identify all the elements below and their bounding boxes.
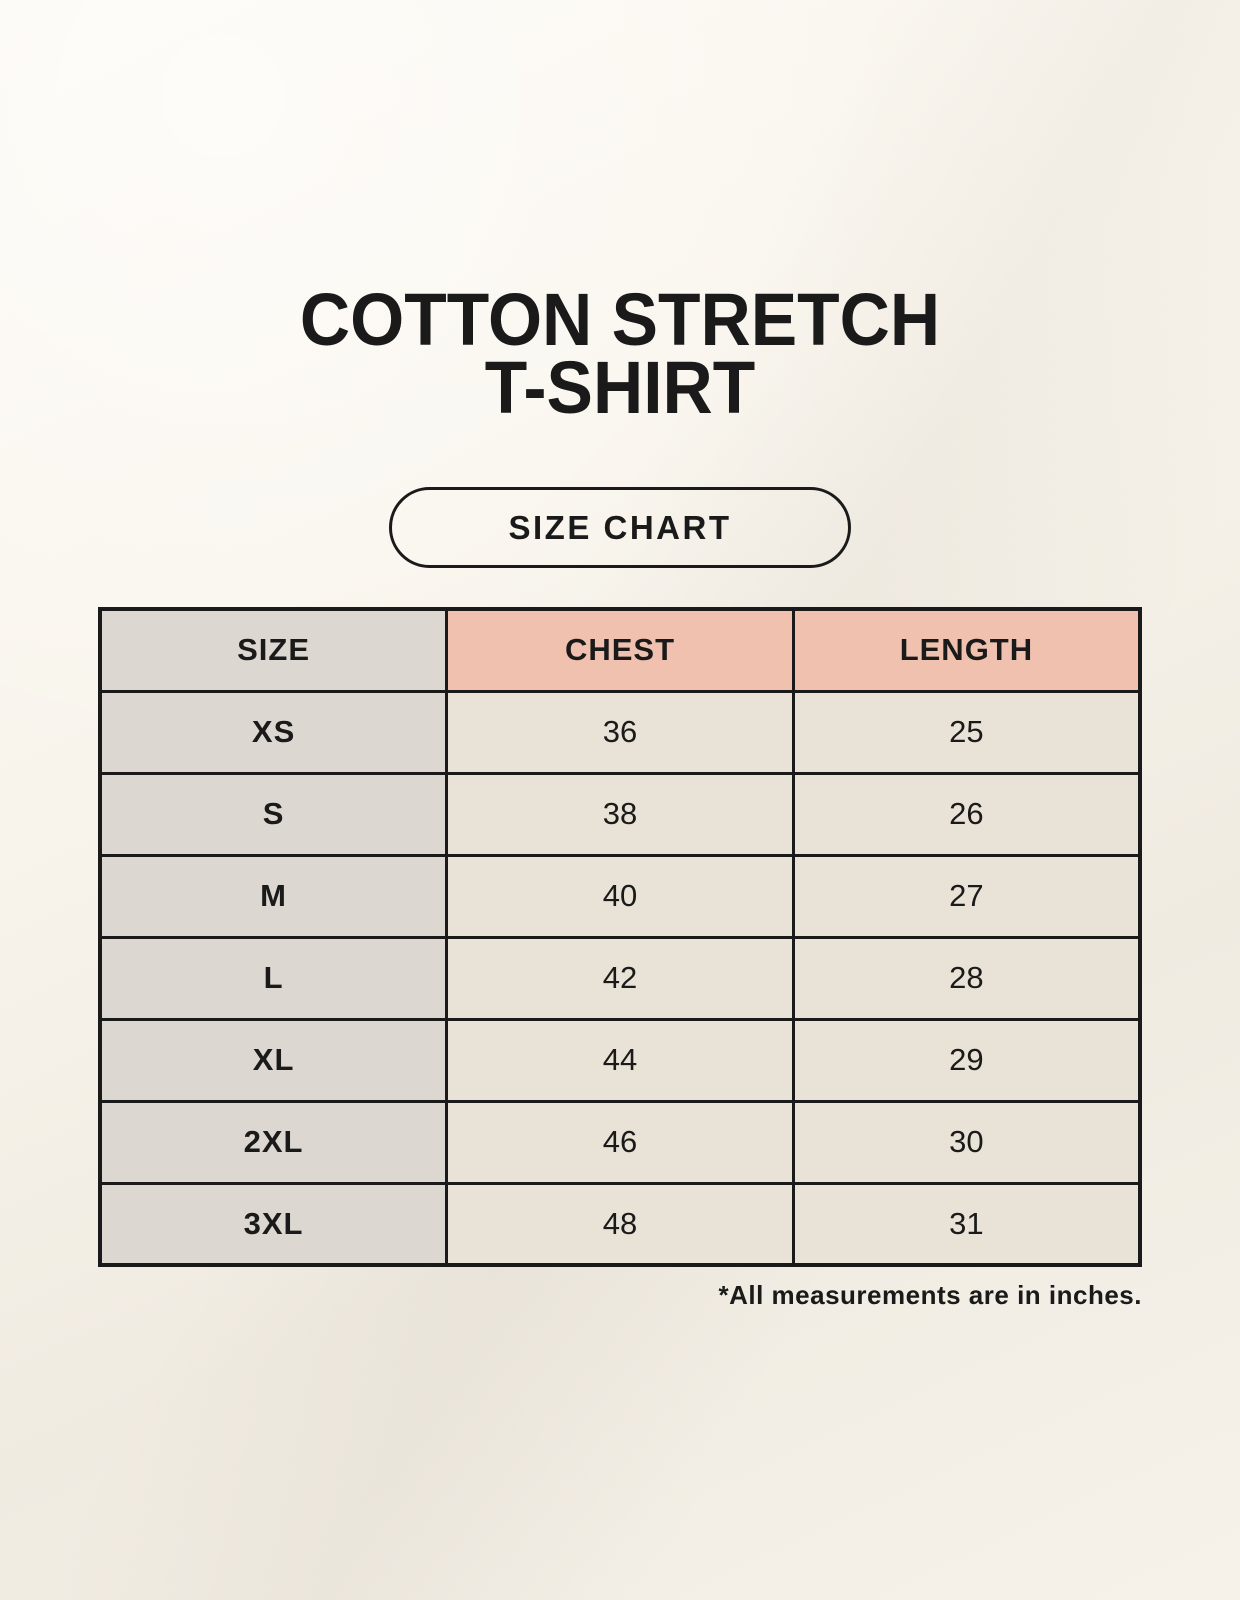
length-value: 31 [791,1181,1142,1267]
table-row: L 42 28 [98,935,1142,1021]
length-value: 27 [791,853,1142,939]
column-header-length: LENGTH [791,607,1142,693]
table-row: M 40 27 [98,853,1142,939]
table-row: S 38 26 [98,771,1142,857]
chest-value: 42 [445,935,795,1021]
size-chart-badge: SIZE CHART [389,487,851,568]
size-label: XL [98,1017,449,1103]
chest-value: 38 [445,771,795,857]
length-value: 29 [791,1017,1142,1103]
size-label: 2XL [98,1099,449,1185]
title-line-1: COTTON STRETCH [299,278,941,361]
size-label: XS [98,689,449,775]
title-line-2: T-SHIRT [484,346,756,429]
size-label: L [98,935,449,1021]
length-value: 26 [791,771,1142,857]
size-label: S [98,771,449,857]
column-header-size: SIZE [98,607,449,693]
table-row: 3XL 48 31 [98,1181,1142,1267]
size-table: SIZE CHEST LENGTH XS 36 25 S 38 26 M 40 … [98,607,1142,1267]
page-title: COTTON STRETCH T-SHIRT [37,278,1203,429]
chest-value: 36 [445,689,795,775]
table-row: 2XL 46 30 [98,1099,1142,1185]
chest-value: 40 [445,853,795,939]
length-value: 28 [791,935,1142,1021]
chest-value: 44 [445,1017,795,1103]
column-header-chest: CHEST [445,607,795,693]
chest-value: 46 [445,1099,795,1185]
table-row: XS 36 25 [98,689,1142,775]
length-value: 25 [791,689,1142,775]
length-value: 30 [791,1099,1142,1185]
size-label: 3XL [98,1181,449,1267]
size-chart-badge-label: SIZE CHART [508,508,732,546]
size-label: M [98,853,449,939]
measurement-note: *All measurements are in inches. [718,1280,1142,1310]
table-header-row: SIZE CHEST LENGTH [98,607,1142,693]
table-row: XL 44 29 [98,1017,1142,1103]
chest-value: 48 [445,1181,795,1267]
